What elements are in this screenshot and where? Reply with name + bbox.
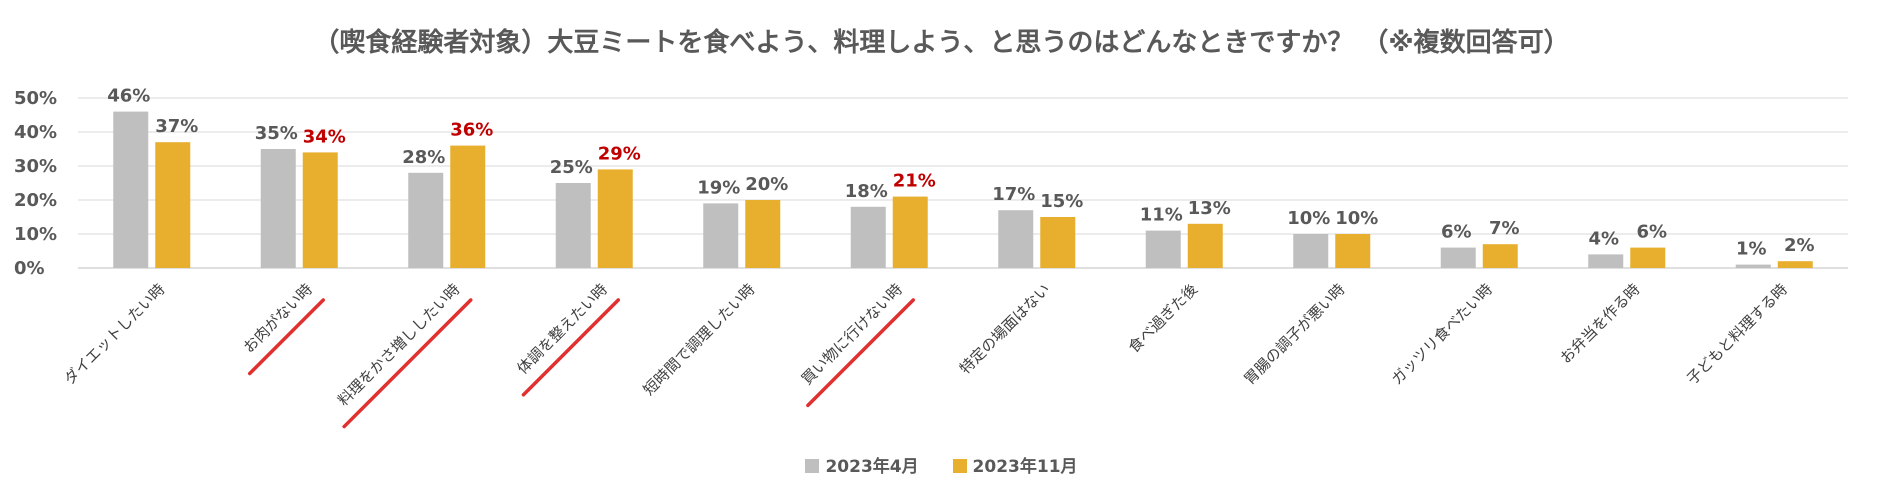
legend-item-april: 2023年4月 xyxy=(805,452,919,477)
legend-swatch-april xyxy=(805,459,820,473)
data-label: 36% xyxy=(450,120,493,141)
y-tick-label: 30% xyxy=(14,156,57,177)
bar xyxy=(1293,234,1329,268)
data-label: 4% xyxy=(1588,228,1619,249)
data-label: 7% xyxy=(1489,218,1520,239)
data-label: 15% xyxy=(1040,191,1083,212)
data-label: 34% xyxy=(303,126,346,147)
data-label: 37% xyxy=(155,116,198,137)
category-underline xyxy=(521,298,620,397)
category-label: 料理をかさ増ししたい時 xyxy=(334,280,463,409)
data-label: 13% xyxy=(1188,198,1231,219)
legend: 2023年4月 2023年11月 xyxy=(0,452,1883,477)
y-tick-label: 20% xyxy=(14,190,57,211)
bar xyxy=(1630,247,1666,268)
category-underline xyxy=(342,298,473,429)
data-label: 10% xyxy=(1335,208,1378,229)
category-label: 買い物に行けない時 xyxy=(798,280,906,388)
legend-item-november: 2023年11月 xyxy=(952,452,1078,477)
bar xyxy=(1040,217,1076,268)
legend-label-november: 2023年11月 xyxy=(972,457,1078,477)
bar xyxy=(1735,264,1771,268)
bar xyxy=(155,142,191,268)
data-label: 6% xyxy=(1441,222,1472,243)
bar xyxy=(1482,244,1518,268)
data-label: 10% xyxy=(1287,208,1330,229)
bar xyxy=(892,196,928,268)
bar xyxy=(1335,234,1371,268)
category-label: お弁当を作る時 xyxy=(1557,280,1644,367)
y-tick-label: 10% xyxy=(14,224,57,245)
data-label: 29% xyxy=(598,143,641,164)
category-label: 特定の場面はない xyxy=(956,280,1054,378)
bar xyxy=(597,169,633,268)
data-label: 19% xyxy=(697,177,740,198)
category-label: 食べ過ぎた後 xyxy=(1125,280,1201,356)
data-label: 20% xyxy=(745,174,788,195)
data-label: 1% xyxy=(1736,239,1767,260)
category-label: 短時間で調理したい時 xyxy=(640,280,759,399)
category-label: ガッツリ食べたい時 xyxy=(1388,280,1496,388)
category-underline xyxy=(806,298,915,408)
data-label: 46% xyxy=(107,86,150,107)
bar xyxy=(745,200,781,268)
category-label: 胃腸の調子が悪い時 xyxy=(1240,280,1348,388)
data-label: 18% xyxy=(845,181,888,202)
bar xyxy=(998,210,1034,268)
data-label: 11% xyxy=(1140,205,1183,226)
bar xyxy=(1145,230,1181,268)
data-label: 17% xyxy=(992,184,1035,205)
y-tick-label: 40% xyxy=(14,122,57,143)
bar xyxy=(1187,223,1223,268)
data-label: 35% xyxy=(255,123,298,144)
bar xyxy=(1440,247,1476,268)
y-tick-label: 50% xyxy=(14,88,57,109)
legend-swatch-november xyxy=(952,459,967,473)
bar xyxy=(450,145,486,268)
bar xyxy=(703,203,739,268)
bar xyxy=(555,183,591,268)
category-label: 体調を整えたい時 xyxy=(513,280,611,378)
bar xyxy=(113,111,149,268)
bar xyxy=(302,152,338,268)
category-label: 子どもと料理する時 xyxy=(1683,280,1791,388)
bar xyxy=(260,149,296,268)
data-label: 25% xyxy=(550,157,593,178)
data-label: 28% xyxy=(402,147,445,168)
bar xyxy=(850,206,886,268)
data-label: 2% xyxy=(1784,235,1815,256)
legend-label-april: 2023年4月 xyxy=(825,457,919,477)
y-tick-label: 0% xyxy=(14,258,45,279)
bar xyxy=(1588,254,1624,268)
bar xyxy=(408,172,444,268)
data-label: 21% xyxy=(893,171,936,192)
bar xyxy=(1777,261,1813,268)
category-label: ダイエットしたい時 xyxy=(60,280,168,388)
data-label: 6% xyxy=(1636,222,1667,243)
chart-title: （喫食経験者対象）大豆ミートを食べよう、料理しよう、と思うのはどんなときですか？… xyxy=(313,28,1570,58)
category-underline xyxy=(247,298,325,376)
